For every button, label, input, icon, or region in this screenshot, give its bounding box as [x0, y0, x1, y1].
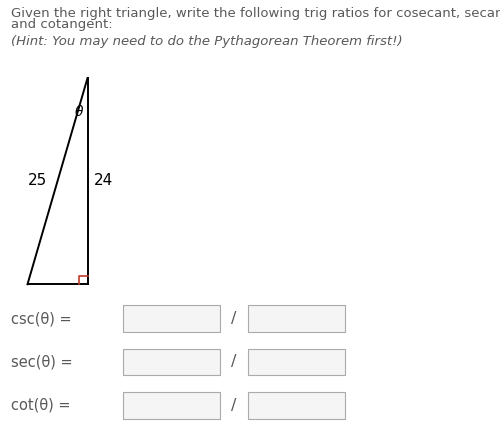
Text: sec(θ) =: sec(θ) = — [11, 355, 72, 369]
Text: cot(θ) =: cot(θ) = — [11, 398, 70, 413]
FancyBboxPatch shape — [122, 392, 220, 419]
FancyBboxPatch shape — [122, 305, 220, 332]
FancyBboxPatch shape — [248, 349, 345, 375]
Text: and cotangent:: and cotangent: — [11, 18, 112, 31]
Text: 24: 24 — [94, 173, 113, 187]
FancyBboxPatch shape — [248, 392, 345, 419]
FancyBboxPatch shape — [248, 305, 345, 332]
Text: Given the right triangle, write the following trig ratios for cosecant, secant: Given the right triangle, write the foll… — [11, 7, 500, 20]
Text: /: / — [232, 398, 236, 413]
Text: /: / — [232, 355, 236, 369]
Text: (Hint: You may need to do the Pythagorean Theorem first!): (Hint: You may need to do the Pythagorea… — [11, 35, 402, 48]
Text: csc(θ) =: csc(θ) = — [11, 311, 72, 326]
Text: /: / — [232, 311, 236, 326]
FancyBboxPatch shape — [122, 349, 220, 375]
Text: 25: 25 — [28, 173, 47, 187]
Text: $\theta$: $\theta$ — [74, 104, 84, 119]
